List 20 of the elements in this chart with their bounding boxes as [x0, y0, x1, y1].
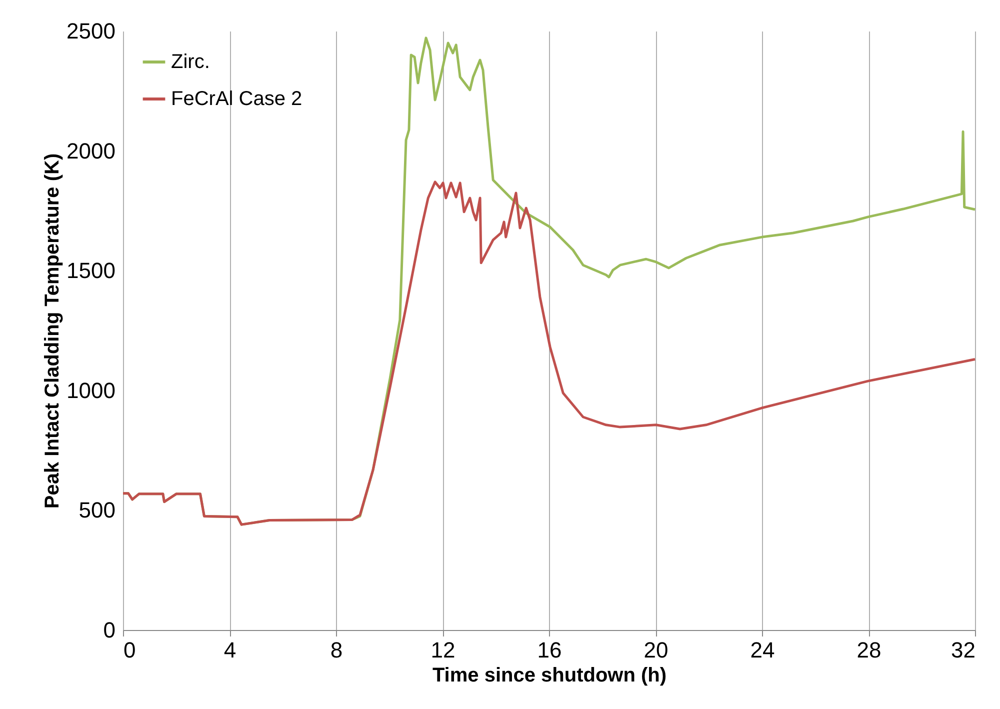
x-tick-label: 12: [430, 638, 456, 662]
y-tick-label: 2000: [66, 138, 116, 164]
x-tick-label: 0: [124, 638, 136, 662]
y-tick-label: 1000: [66, 378, 116, 403]
y-tick-label: 2500: [66, 18, 116, 44]
x-tick-label: 32: [951, 638, 976, 662]
x-axis-title: Time since shutdown (h): [432, 664, 667, 686]
x-tick-label: 4: [224, 638, 236, 662]
y-tick-label: 500: [78, 498, 116, 523]
legend-label: Zirc.: [171, 51, 210, 73]
line-series: [122, 180, 976, 526]
y-axis-title: Peak Intact Cladding Temperature (K): [42, 153, 64, 509]
x-tick-label: 8: [330, 638, 343, 662]
x-tick-label: 24: [750, 638, 775, 662]
x-tick-label: 20: [644, 638, 668, 662]
y-tick-label: 0: [103, 618, 116, 642]
x-tick-label: 16: [537, 638, 562, 662]
y-tick-label: 1500: [66, 258, 116, 284]
legend-label: FeCrAl Case 2: [171, 88, 302, 110]
x-tick-label: 28: [856, 638, 882, 662]
